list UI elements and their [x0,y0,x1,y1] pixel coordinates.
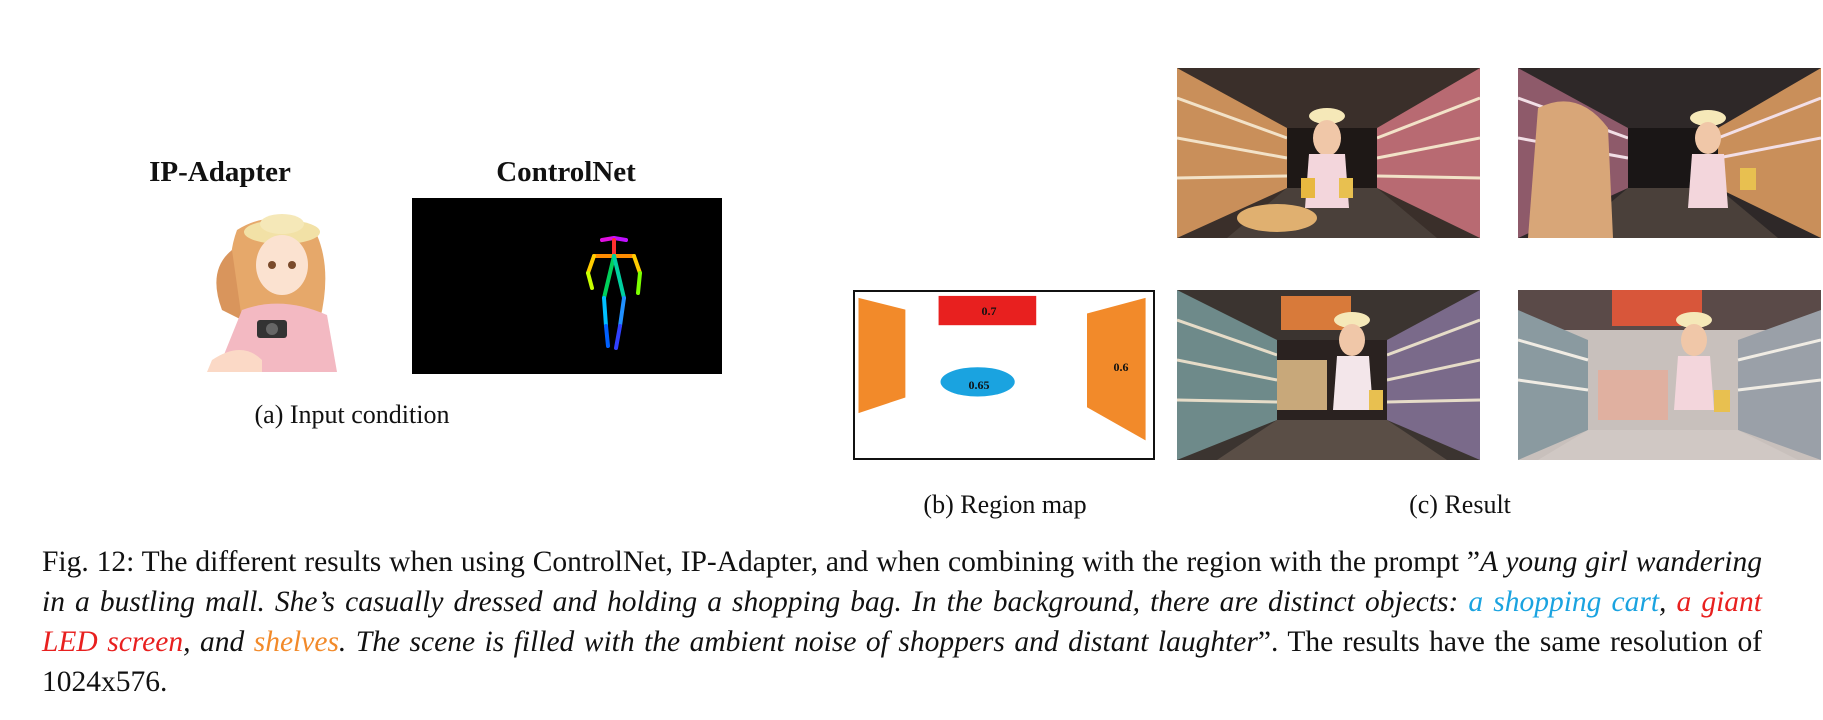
panel-a-caption: (a) Input condition [254,400,450,429]
shopping-cart-region [940,367,1015,397]
result-image-top-right [1518,68,1821,238]
shelves-region-right [1087,297,1146,441]
ip-adapter-reference-image [202,210,352,372]
caption-prompt-part1: A young girl wandering in a bustling mal… [42,546,1762,618]
result-image-bottom-right [1518,290,1821,460]
result-image-bottom-left [1177,290,1480,460]
shelves-region-left [858,297,906,414]
caption-prefix: Fig. 12: The different results when usin… [42,546,1480,578]
caption-sep1: , [1659,586,1677,618]
result-image-top-left [1177,68,1480,238]
panel-b-caption: (b) Region map [923,490,1087,519]
shelves-weight: 0.6 [1113,360,1129,374]
figure-caption: Fig. 12: The different results when usin… [42,542,1762,702]
caption-shopping-cart: a shopping cart [1468,586,1660,618]
region-map: 0.7 0.65 0.6 [853,290,1155,460]
caption-led-screen: a giant LED screen [42,586,1762,658]
controlnet-pose-image [412,198,722,374]
led-screen-weight: 0.7 [981,304,997,318]
ip-adapter-title: IP-Adapter [149,156,291,188]
controlnet-title: ControlNet [496,156,636,188]
panel-c-caption: (c) Result [1409,490,1511,519]
shopping-cart-weight: 0.65 [968,378,990,392]
led-screen-region [938,295,1037,326]
caption-suffix: ”. The results have the same resolution … [42,626,1763,698]
caption-shelves: shelves [253,626,339,658]
caption-prompt-part2: . The scene is filled with the ambient n… [338,626,1258,658]
caption-sep2: , and [183,626,254,658]
